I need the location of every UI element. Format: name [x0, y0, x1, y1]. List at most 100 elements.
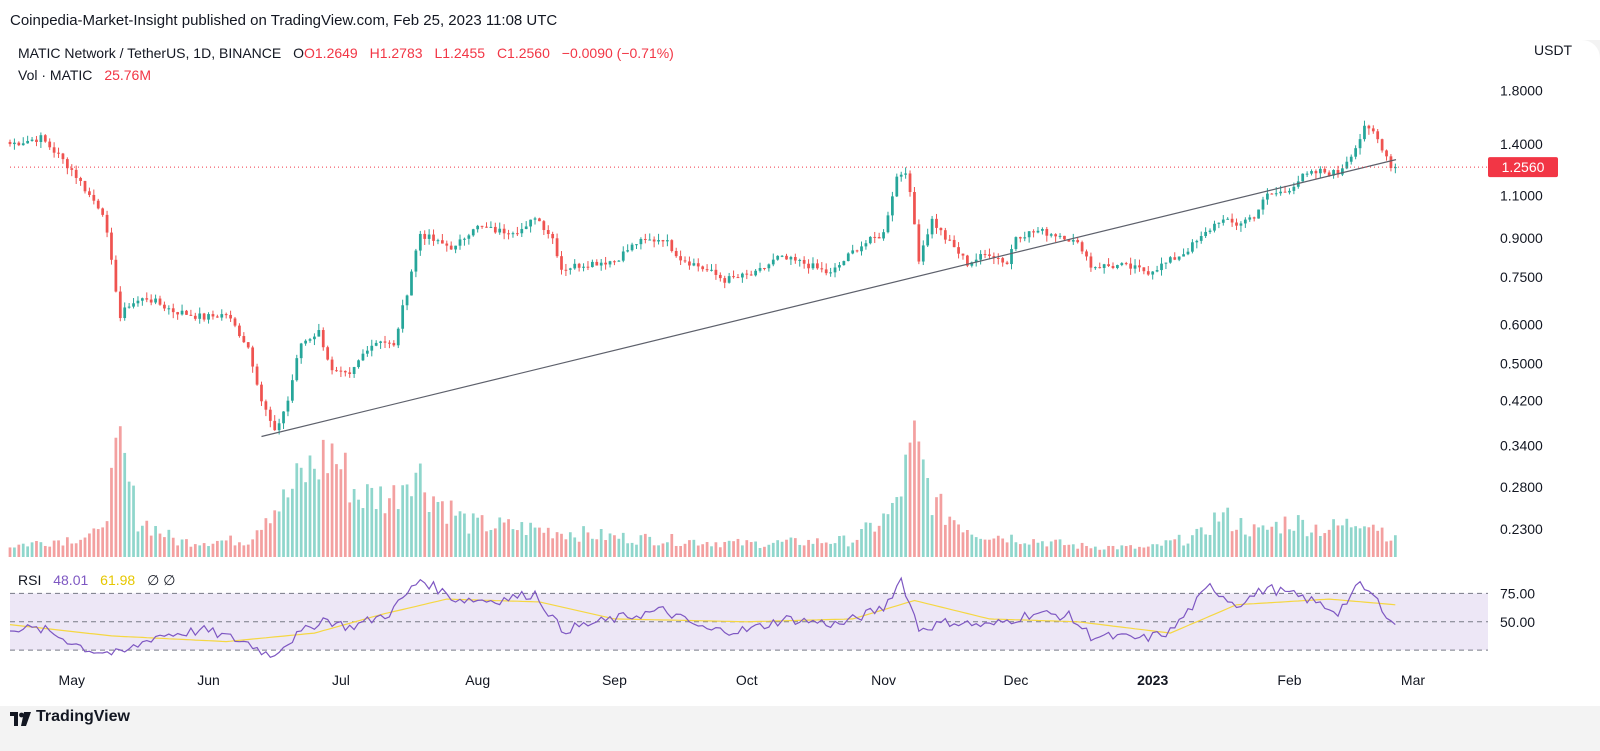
candle-body: [154, 298, 157, 303]
volume-bar: [242, 545, 246, 557]
candle-body: [1248, 217, 1252, 220]
volume-bar: [1093, 546, 1097, 557]
volume-bar: [1058, 539, 1062, 557]
price-tick-label: 0.6000: [1500, 317, 1543, 333]
volume-bar: [238, 542, 241, 557]
candle-body: [65, 159, 69, 169]
volume-bar: [771, 542, 775, 557]
rsi-value: 48.01: [53, 572, 89, 588]
candle-body: [917, 224, 921, 262]
candle-body: [1177, 256, 1181, 260]
volume-bar: [1204, 534, 1208, 557]
volume-bar: [974, 537, 978, 557]
candle-body: [485, 226, 488, 228]
price-tick-label: 0.5000: [1500, 355, 1543, 371]
candle-body: [396, 328, 400, 346]
candle-body: [114, 259, 118, 292]
volume-bar: [383, 513, 387, 557]
candle-body: [1049, 234, 1053, 236]
volume-bar: [807, 539, 810, 557]
candle-body: [1005, 262, 1009, 265]
candle-body: [670, 240, 674, 252]
volume-label: Vol · MATIC: [18, 67, 93, 83]
volume-bar: [1168, 540, 1172, 557]
volume-bar: [529, 522, 532, 557]
candle-body: [401, 305, 405, 329]
volume-bar: [70, 543, 74, 557]
rsi-label: RSI: [18, 572, 42, 588]
volume-bar: [1288, 529, 1291, 557]
support-trendline: [261, 159, 1397, 438]
volume-bar: [551, 538, 555, 557]
candle-body: [370, 345, 374, 351]
volume-bar: [246, 544, 250, 557]
volume-bar: [877, 525, 881, 557]
low-value: L1.2455: [434, 45, 486, 61]
volume-bar: [79, 539, 82, 557]
volume-bar: [88, 533, 91, 557]
volume-bar: [189, 546, 193, 557]
candle-body: [286, 400, 290, 412]
price-tick-label: 0.2300: [1500, 521, 1543, 537]
candle-body: [754, 270, 757, 276]
candle-body: [392, 343, 396, 346]
price-tick-label: 0.2800: [1500, 479, 1543, 495]
candle-body: [123, 307, 127, 319]
candle-body: [736, 277, 740, 279]
volume-bar: [30, 542, 34, 557]
volume-bar: [688, 540, 691, 557]
volume-bar: [1199, 527, 1203, 557]
volume-bar: [348, 502, 352, 557]
volume-bar: [1296, 515, 1300, 557]
volume-bar: [1358, 528, 1362, 557]
volume-bar: [1001, 538, 1005, 557]
candle-body: [1208, 230, 1212, 232]
rsi-tick-label: 50.00: [1500, 614, 1535, 630]
volume-bar: [418, 463, 422, 557]
rsi-ma-value: 61.98: [100, 572, 136, 588]
candle-body: [648, 239, 652, 241]
candle-body: [105, 214, 109, 233]
volume-bar: [904, 454, 907, 557]
candle-body: [1054, 234, 1057, 237]
change-value: −0.0090 (−0.71%): [561, 45, 674, 61]
candle-body: [886, 215, 890, 233]
candle-body: [8, 141, 12, 145]
volume-bar: [39, 542, 43, 557]
candle-body: [1089, 256, 1093, 268]
volume-bar: [1221, 512, 1225, 557]
candle-body: [1093, 267, 1097, 269]
candle-body: [167, 308, 171, 310]
time-tick-label: Dec: [1003, 672, 1028, 688]
price-chart[interactable]: 1.8000 1.4000 1.1000 0.9000 0.7500 0.6000 0.50…: [0, 0, 1600, 706]
volume-bar: [335, 464, 338, 557]
tradingview-logo-icon[interactable]: [10, 712, 32, 726]
volume-bar: [1191, 535, 1194, 557]
candle-body: [604, 262, 607, 265]
volume-bar: [648, 536, 652, 557]
volume-bar: [758, 548, 762, 557]
volume-bar: [816, 538, 819, 557]
volume-bar: [467, 533, 471, 557]
candle-body: [542, 221, 546, 231]
volume-bar: [427, 512, 431, 557]
candle-body: [1151, 271, 1155, 275]
candle-body: [215, 316, 219, 318]
candle-body: [493, 226, 497, 233]
candle-body: [851, 250, 855, 254]
volume-bar: [127, 481, 131, 557]
candle-body: [414, 250, 418, 272]
volume-bar: [1380, 527, 1384, 557]
candle-body: [820, 268, 824, 270]
candle-body: [1111, 266, 1115, 268]
volume-bar: [511, 529, 515, 557]
volume-bar: [780, 541, 784, 557]
candle-body: [1266, 193, 1269, 200]
volume-bar: [855, 539, 859, 557]
volume-value: 25.76M: [104, 67, 152, 83]
volume-legend: Vol · MATIC 25.76M: [18, 67, 151, 83]
volume-bar: [1111, 545, 1115, 557]
volume-bar: [96, 529, 100, 557]
candle-body: [352, 367, 356, 374]
rsi-ma-line: [9, 598, 1396, 643]
